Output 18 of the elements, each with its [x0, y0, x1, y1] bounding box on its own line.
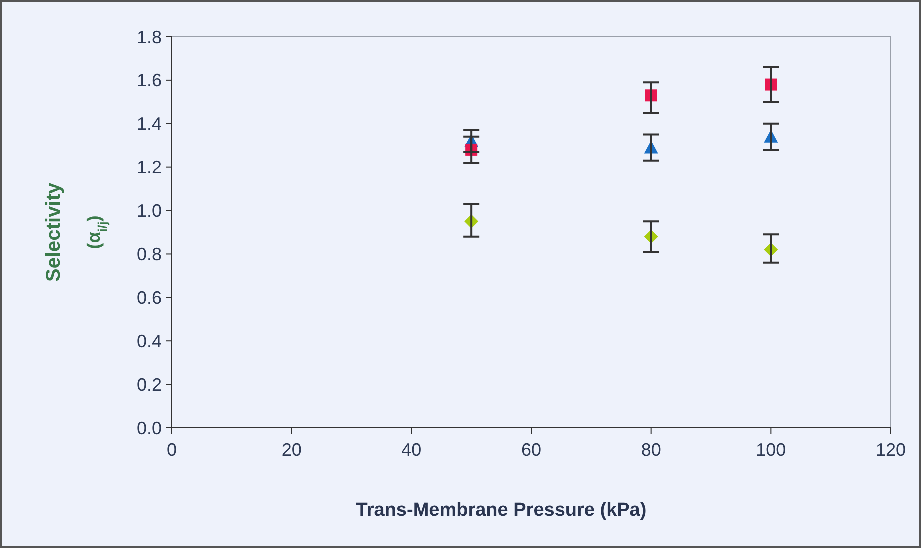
y-tick-label: 1.0 [136, 201, 162, 222]
x-tick-label: 60 [521, 440, 542, 460]
y-tick-label: 1.4 [136, 114, 162, 134]
y-tick-label: 0.6 [136, 288, 162, 308]
x-tick-label: 120 [876, 440, 906, 460]
y-tick-label: 0.4 [136, 331, 162, 352]
x-tick-label: 40 [402, 440, 422, 460]
x-axis-title: Trans-Membrane Pressure (kPa) [356, 500, 647, 521]
x-tick-label: 100 [756, 440, 786, 460]
y-tick-label: 1.8 [136, 27, 162, 48]
y-tick-label: 0.0 [136, 418, 162, 438]
y-tick-label: 1.6 [136, 70, 162, 91]
x-tick-label: 0 [166, 440, 178, 460]
x-tick-label: 80 [641, 440, 662, 460]
y-tick-label: 1.2 [136, 158, 162, 178]
y-tick-label: 0.2 [136, 374, 162, 395]
x-tick-label: 20 [282, 440, 302, 460]
y-tick-label: 0.8 [136, 244, 162, 265]
